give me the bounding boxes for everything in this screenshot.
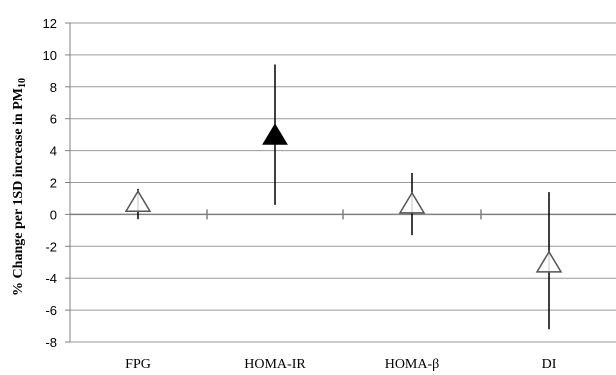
y-axis-label: % Change per 1SD increase in PM10	[11, 78, 28, 296]
x-category-label: HOMA-β	[385, 357, 440, 372]
y-axis-label-subscript: 10	[17, 78, 28, 88]
grid-layer	[70, 22, 616, 343]
y-axis-label-main: % Change per 1SD increase in PM	[11, 88, 26, 296]
x-category-label: FPG	[125, 357, 151, 372]
error-bars	[137, 64, 550, 330]
x-category-label: HOMA-IR	[244, 357, 306, 372]
point-marker-filled	[262, 123, 288, 145]
y-tick-label: 10	[43, 48, 57, 63]
point-marker-open	[124, 189, 152, 212]
axis-layer	[65, 22, 616, 343]
y-tick-label: 6	[50, 112, 57, 127]
markers	[124, 123, 563, 273]
y-tick-label: -8	[45, 335, 57, 350]
point-marker-open	[535, 250, 563, 273]
x-category-labels: FPG HOMA-IR HOMA-β DI	[125, 357, 557, 372]
y-tick-label: 12	[43, 16, 57, 31]
point-marker-open	[398, 191, 426, 214]
y-tick-label: 0	[50, 207, 57, 222]
y-tick-label: -4	[45, 271, 57, 286]
y-tick-label: 8	[50, 80, 57, 95]
y-tick-label: 4	[50, 144, 57, 159]
y-tick-label: 2	[50, 176, 57, 191]
y-tick-label: -2	[45, 239, 57, 254]
x-category-label: DI	[542, 357, 557, 372]
y-tick-label: -6	[45, 303, 57, 318]
y-tick-labels: 12 10 8 6 4 2 0 -2 -4 -6 -8	[43, 16, 57, 350]
